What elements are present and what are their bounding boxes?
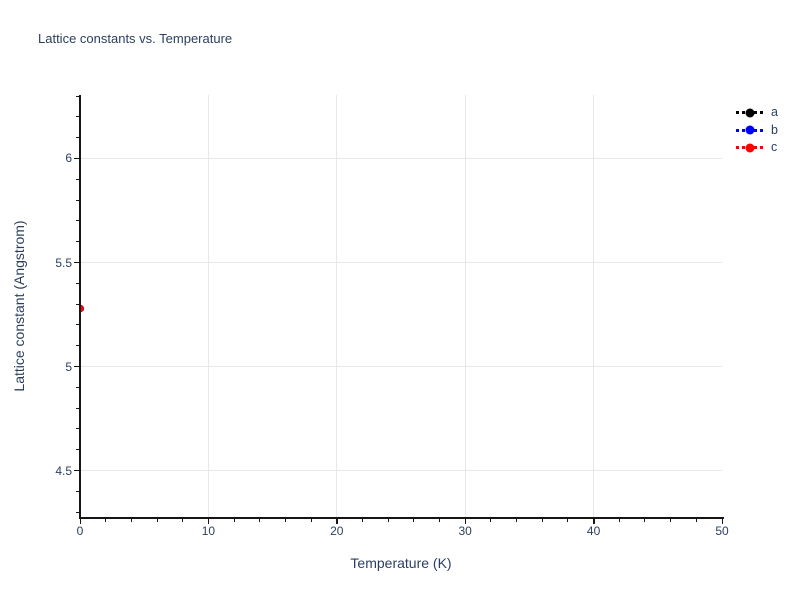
gridline-horizontal bbox=[80, 262, 722, 263]
y-tick-label: 4.5 bbox=[55, 463, 72, 478]
x-major-tick bbox=[721, 519, 723, 524]
x-minor-tick bbox=[670, 519, 672, 522]
legend-label: a bbox=[771, 105, 778, 119]
x-tick-label: 20 bbox=[330, 524, 344, 538]
x-minor-tick bbox=[105, 519, 107, 522]
y-axis-line bbox=[78, 95, 81, 519]
x-tick-label: 40 bbox=[586, 524, 601, 538]
x-tick-label: 50 bbox=[715, 524, 729, 538]
y-tick-label: 6 bbox=[65, 151, 72, 166]
y-minor-tick bbox=[75, 282, 79, 284]
gridline-vertical bbox=[464, 95, 466, 517]
x-minor-tick bbox=[361, 519, 363, 522]
x-minor-tick bbox=[541, 519, 543, 522]
legend-marker-dot bbox=[745, 108, 754, 118]
x-minor-tick bbox=[182, 519, 184, 522]
y-minor-tick bbox=[75, 428, 79, 430]
x-minor-tick bbox=[233, 519, 235, 522]
y-minor-tick bbox=[75, 490, 79, 492]
x-minor-tick bbox=[387, 519, 389, 522]
x-minor-tick bbox=[567, 519, 569, 522]
gridline-horizontal bbox=[80, 157, 722, 159]
x-major-tick bbox=[207, 519, 210, 524]
legend-marker-dot bbox=[745, 143, 754, 153]
y-minor-tick bbox=[75, 449, 79, 451]
y-minor-tick bbox=[75, 324, 79, 326]
y-minor-tick bbox=[75, 511, 79, 513]
gridline-horizontal bbox=[80, 366, 722, 368]
x-axis-title: Temperature (K) bbox=[350, 555, 452, 571]
legend-swatch bbox=[736, 108, 763, 118]
gridline-vertical bbox=[593, 95, 595, 517]
gridline-vertical bbox=[207, 95, 209, 517]
x-major-tick bbox=[464, 519, 467, 524]
data-point-c bbox=[80, 304, 84, 312]
x-minor-tick bbox=[516, 519, 518, 522]
x-minor-tick bbox=[156, 519, 158, 522]
legend-label: b bbox=[771, 122, 778, 137]
y-minor-tick bbox=[75, 407, 79, 409]
y-minor-tick bbox=[75, 345, 79, 347]
y-major-tick bbox=[73, 365, 79, 368]
y-minor-tick bbox=[75, 137, 79, 139]
x-minor-tick bbox=[310, 519, 312, 522]
y-minor-tick bbox=[75, 386, 79, 388]
x-minor-tick bbox=[259, 519, 261, 522]
y-minor-tick bbox=[75, 116, 79, 118]
x-axis-line bbox=[78, 517, 724, 519]
legend-swatch bbox=[736, 125, 763, 135]
x-minor-tick bbox=[439, 519, 441, 522]
legend-item-a[interactable]: a bbox=[736, 104, 778, 122]
legend-swatch bbox=[736, 143, 763, 153]
gridline-horizontal bbox=[80, 470, 722, 472]
x-tick-label: 30 bbox=[458, 524, 472, 538]
x-minor-tick bbox=[618, 519, 620, 522]
legend-item-c[interactable]: c bbox=[736, 139, 778, 157]
y-minor-tick bbox=[75, 303, 79, 305]
y-minor-tick bbox=[75, 241, 79, 243]
legend-marker-dot bbox=[745, 125, 754, 135]
legend-label: c bbox=[771, 140, 778, 154]
y-major-tick bbox=[73, 157, 79, 160]
y-major-tick bbox=[73, 469, 79, 472]
y-minor-tick bbox=[75, 95, 79, 97]
x-tick-label: 0 bbox=[76, 524, 84, 538]
y-axis-title: Lattice constant (Angstrom) bbox=[11, 220, 27, 392]
chart-title: Lattice constants vs. Temperature bbox=[38, 31, 233, 46]
x-minor-tick bbox=[644, 519, 646, 522]
gridline-vertical bbox=[336, 95, 338, 517]
x-minor-tick bbox=[130, 519, 132, 522]
x-minor-tick bbox=[413, 519, 415, 522]
y-tick-label: 5.5 bbox=[55, 255, 72, 270]
plot-area[interactable] bbox=[80, 95, 722, 517]
y-minor-tick bbox=[75, 220, 79, 222]
x-major-tick bbox=[79, 519, 81, 524]
x-major-tick bbox=[593, 519, 595, 524]
x-major-tick bbox=[336, 519, 338, 524]
y-major-tick bbox=[73, 261, 79, 264]
x-minor-tick bbox=[490, 519, 492, 522]
x-tick-label: 10 bbox=[201, 524, 216, 538]
legend-item-b[interactable]: b bbox=[736, 122, 778, 140]
x-minor-tick bbox=[695, 519, 697, 522]
y-minor-tick bbox=[75, 178, 79, 180]
y-tick-label: 5 bbox=[65, 359, 72, 374]
x-minor-tick bbox=[284, 519, 286, 522]
y-minor-tick bbox=[75, 199, 79, 201]
